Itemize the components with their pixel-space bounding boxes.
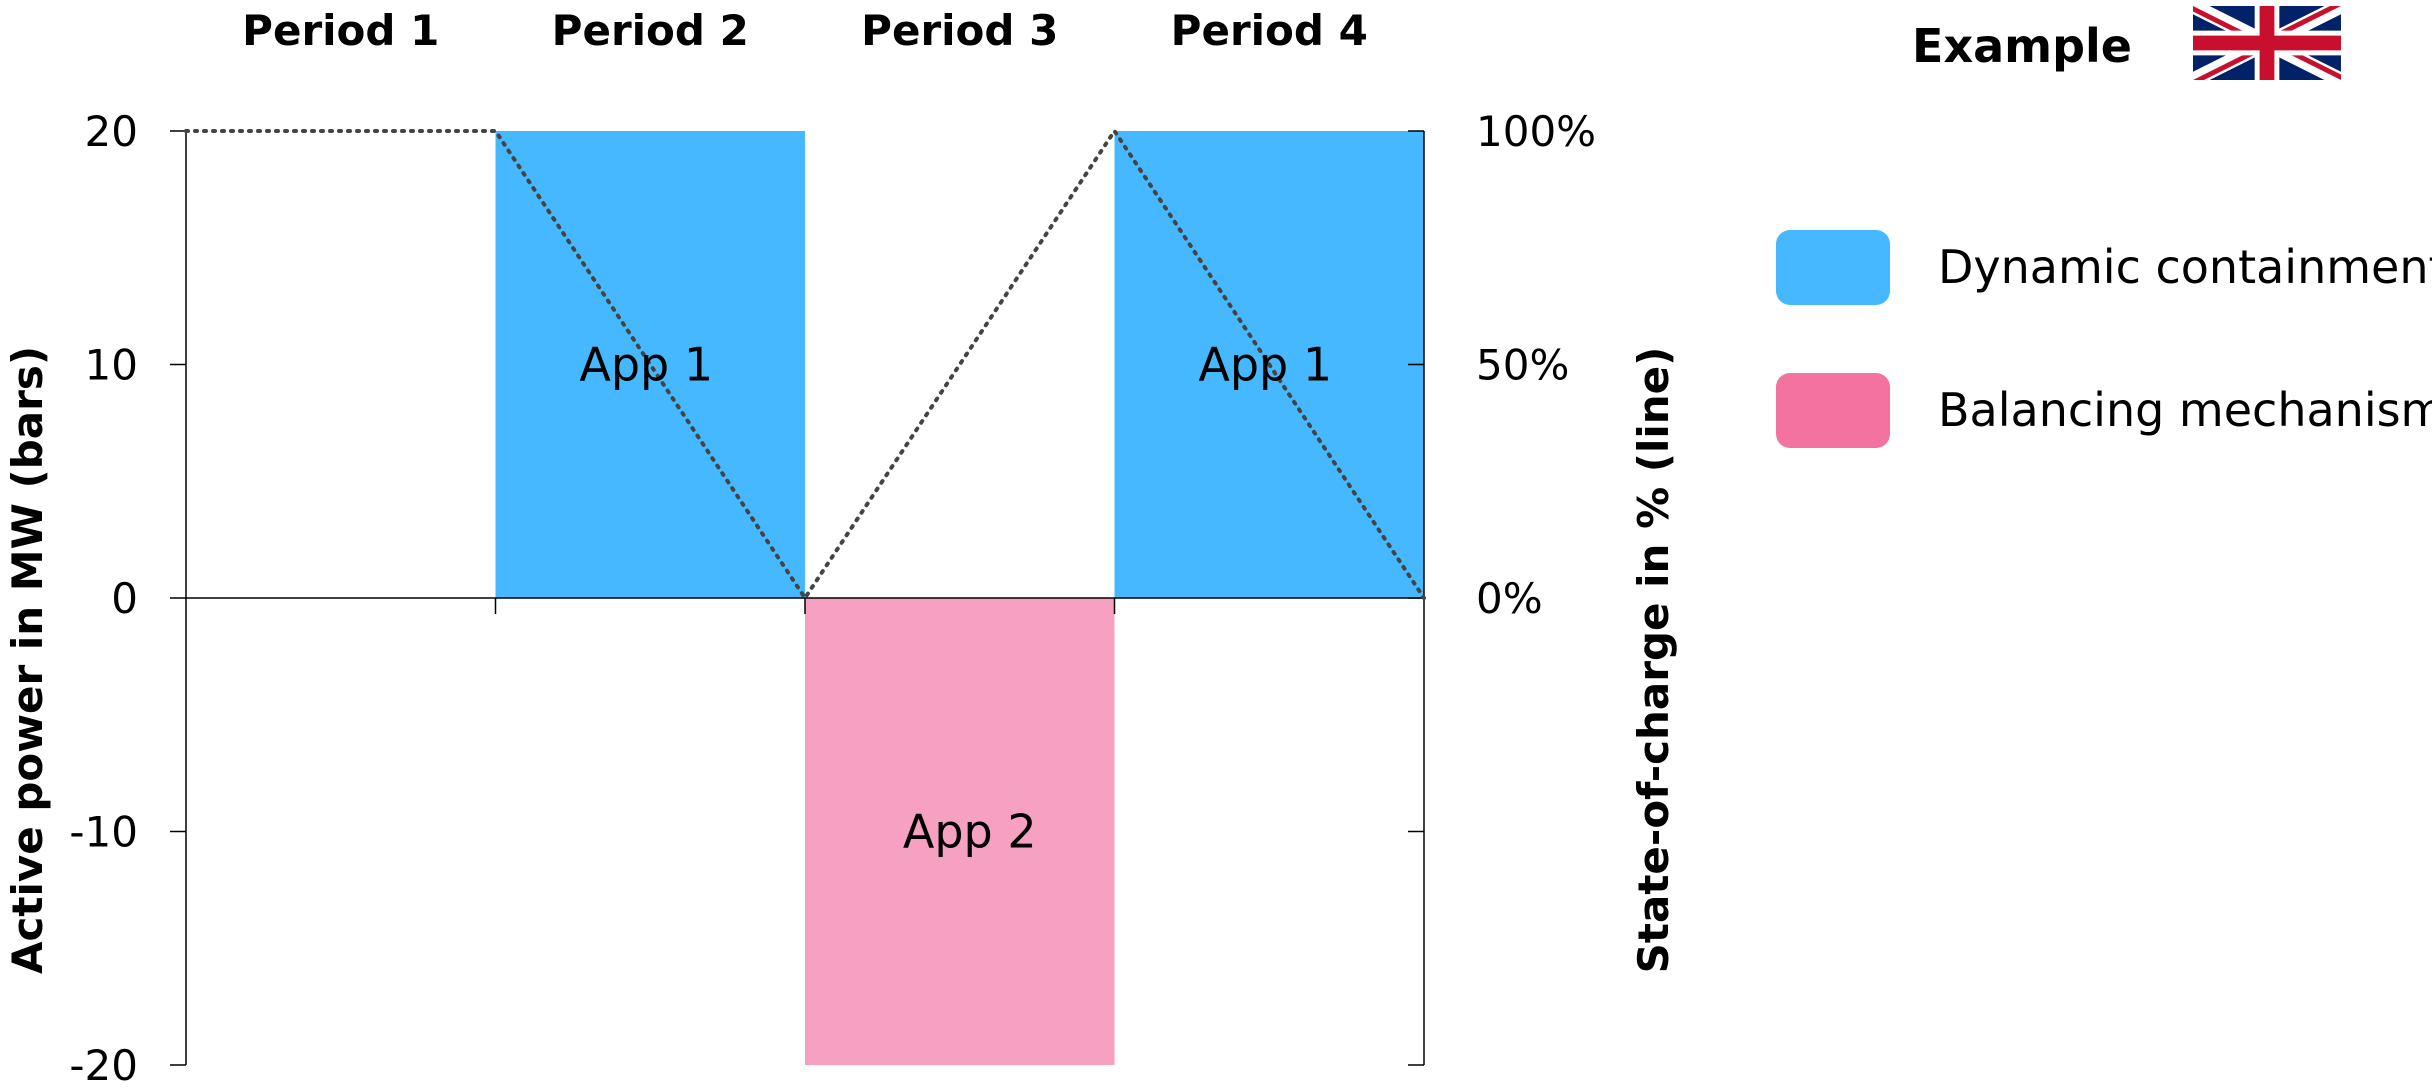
y2-tick-label: 0% bbox=[1476, 574, 1543, 623]
y-tick-label: -10 bbox=[69, 808, 138, 857]
y-axis-title: Active power in MW (bars) bbox=[3, 346, 52, 974]
period-label-4: Period 4 bbox=[1171, 6, 1368, 55]
legend-label-2: Balancing mechanism bbox=[1938, 383, 2432, 437]
bar-3 bbox=[805, 598, 1115, 1065]
legend: Dynamic containment Balancing mechanism bbox=[1776, 230, 2432, 448]
y-tick-label: 10 bbox=[85, 341, 138, 390]
period-label-2: Period 2 bbox=[552, 6, 749, 55]
legend-label-1: Dynamic containment bbox=[1938, 240, 2432, 294]
y2-tick-label: 50% bbox=[1476, 341, 1569, 390]
y2-axis-title: State-of-charge in % (line) bbox=[1629, 347, 1678, 974]
soc-line-layer bbox=[184, 127, 1426, 602]
uk-flag-icon bbox=[2193, 6, 2341, 80]
axes-layer: 20 10 0 -10 -20 100% 50% 0% Period 1 Period 2 Peri… bbox=[69, 6, 1596, 1088]
soc-line bbox=[184, 127, 1426, 602]
legend-swatch-2 bbox=[1776, 373, 1890, 448]
y2-tick-label: 100% bbox=[1476, 107, 1596, 156]
bar-label-3: App 2 bbox=[903, 805, 1037, 859]
period-label-3: Period 3 bbox=[861, 6, 1058, 55]
bar-label-2: App 1 bbox=[579, 338, 713, 392]
labels-layer: App 1 App 2 App 1 bbox=[579, 338, 1332, 859]
y-tick-label: 20 bbox=[85, 107, 138, 156]
example-label: Example bbox=[1912, 19, 2132, 73]
legend-swatch-1 bbox=[1776, 230, 1890, 305]
y-tick-label: 0 bbox=[111, 574, 138, 623]
bar-label-4: App 1 bbox=[1198, 338, 1332, 392]
period-label-1: Period 1 bbox=[242, 6, 439, 55]
y-tick-label: -20 bbox=[69, 1041, 138, 1088]
